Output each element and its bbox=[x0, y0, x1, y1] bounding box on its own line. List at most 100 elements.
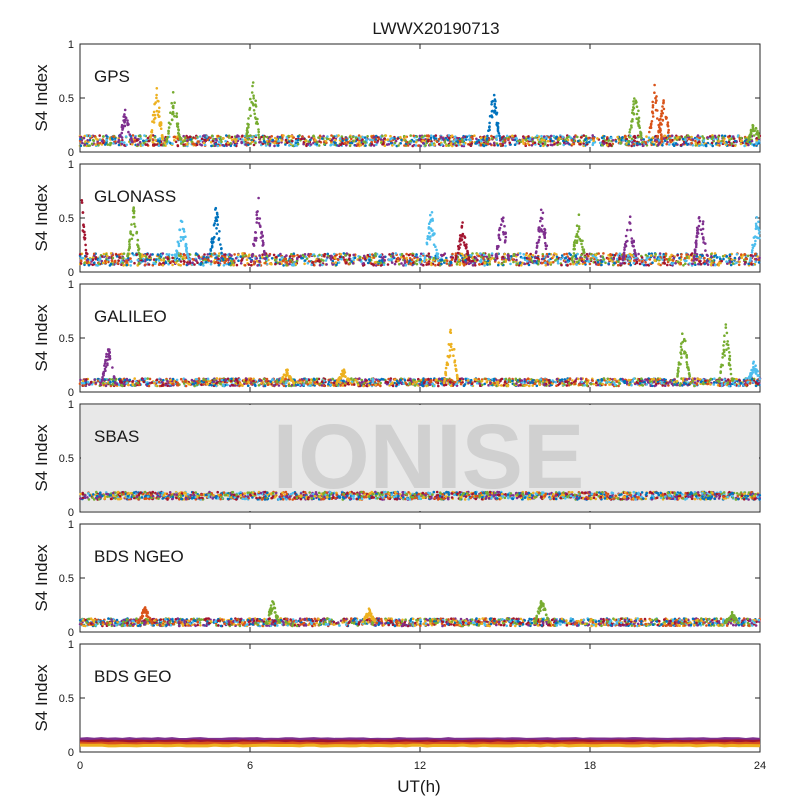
data-point bbox=[229, 253, 232, 256]
data-point bbox=[695, 259, 698, 262]
data-point bbox=[374, 255, 377, 258]
data-point bbox=[730, 137, 733, 140]
data-point bbox=[110, 142, 113, 145]
spike-point bbox=[649, 127, 652, 130]
spike-point bbox=[693, 256, 696, 259]
spike-point bbox=[81, 199, 84, 202]
data-point bbox=[470, 136, 473, 139]
spike-point bbox=[701, 233, 704, 236]
spike-point bbox=[702, 223, 705, 226]
data-point bbox=[380, 262, 383, 265]
data-point bbox=[118, 144, 121, 147]
data-point bbox=[118, 256, 121, 259]
spike-point bbox=[633, 97, 636, 100]
spike-point bbox=[539, 220, 542, 223]
spike-point bbox=[652, 115, 655, 118]
spike-point bbox=[428, 232, 431, 235]
data-point bbox=[484, 262, 487, 265]
data-point bbox=[459, 263, 462, 266]
data-point bbox=[178, 258, 181, 261]
data-point bbox=[176, 260, 179, 263]
data-point bbox=[225, 134, 228, 137]
spike-point bbox=[486, 137, 489, 140]
data-point bbox=[376, 141, 379, 144]
data-point bbox=[419, 135, 422, 138]
data-point bbox=[404, 259, 407, 262]
data-point bbox=[744, 253, 747, 256]
data-point bbox=[564, 378, 567, 381]
spike-point bbox=[167, 132, 170, 135]
data-point bbox=[126, 261, 129, 264]
data-point bbox=[508, 141, 511, 144]
data-point bbox=[620, 142, 623, 145]
spike-point bbox=[256, 210, 259, 213]
data-point bbox=[380, 264, 383, 267]
spike-point bbox=[246, 123, 249, 126]
data-point bbox=[289, 260, 292, 263]
spike-point bbox=[692, 259, 695, 262]
data-point bbox=[629, 264, 632, 267]
data-point bbox=[180, 142, 183, 145]
data-point bbox=[606, 144, 609, 147]
data-point bbox=[159, 141, 162, 144]
data-point bbox=[231, 136, 234, 139]
data-point bbox=[711, 137, 714, 140]
spike-point bbox=[429, 235, 432, 238]
spike-point bbox=[437, 260, 440, 263]
data-point bbox=[478, 263, 481, 266]
data-point bbox=[319, 135, 322, 138]
spike-point bbox=[498, 229, 501, 232]
data-point bbox=[308, 255, 311, 258]
data-point bbox=[625, 142, 628, 145]
data-point bbox=[519, 252, 522, 255]
spike-point bbox=[459, 234, 462, 237]
spike-point bbox=[253, 109, 256, 112]
data-point bbox=[566, 259, 569, 262]
data-point bbox=[334, 139, 337, 142]
data-point bbox=[112, 257, 115, 260]
data-point bbox=[364, 144, 367, 147]
data-point bbox=[117, 259, 120, 262]
data-point bbox=[716, 256, 719, 259]
data-point bbox=[753, 144, 756, 147]
spike-point bbox=[659, 123, 662, 126]
spike-point bbox=[256, 123, 259, 126]
data-point bbox=[330, 257, 333, 260]
spike-point bbox=[650, 124, 653, 127]
data-point bbox=[754, 260, 757, 263]
data-point bbox=[122, 262, 125, 265]
data-point bbox=[361, 263, 364, 266]
data-point bbox=[717, 264, 720, 267]
data-point bbox=[675, 142, 678, 145]
spike-point bbox=[666, 123, 669, 126]
data-point bbox=[146, 253, 149, 256]
spike-point bbox=[127, 122, 130, 125]
spike-point bbox=[491, 116, 494, 119]
data-point bbox=[171, 257, 174, 260]
data-point bbox=[247, 255, 250, 258]
data-point bbox=[296, 257, 299, 260]
data-point bbox=[193, 263, 196, 266]
data-point bbox=[577, 140, 580, 143]
data-point bbox=[89, 139, 92, 142]
spike-point bbox=[654, 101, 657, 104]
spike-point bbox=[462, 233, 465, 236]
spike-point bbox=[209, 248, 212, 251]
y-tick-label: 0 bbox=[68, 267, 74, 279]
data-point bbox=[352, 136, 355, 139]
data-point bbox=[629, 257, 632, 260]
spike-point bbox=[748, 137, 751, 140]
data-point bbox=[519, 262, 522, 265]
spike-point bbox=[258, 222, 261, 225]
data-point bbox=[403, 257, 406, 260]
data-point bbox=[415, 141, 418, 144]
data-point bbox=[447, 139, 450, 142]
data-point bbox=[696, 138, 699, 141]
data-point bbox=[470, 254, 473, 257]
spike-point bbox=[139, 255, 142, 258]
data-point bbox=[269, 138, 272, 141]
spike-point bbox=[635, 99, 638, 102]
data-point bbox=[435, 134, 438, 137]
data-point bbox=[386, 143, 389, 146]
data-point bbox=[277, 140, 280, 143]
